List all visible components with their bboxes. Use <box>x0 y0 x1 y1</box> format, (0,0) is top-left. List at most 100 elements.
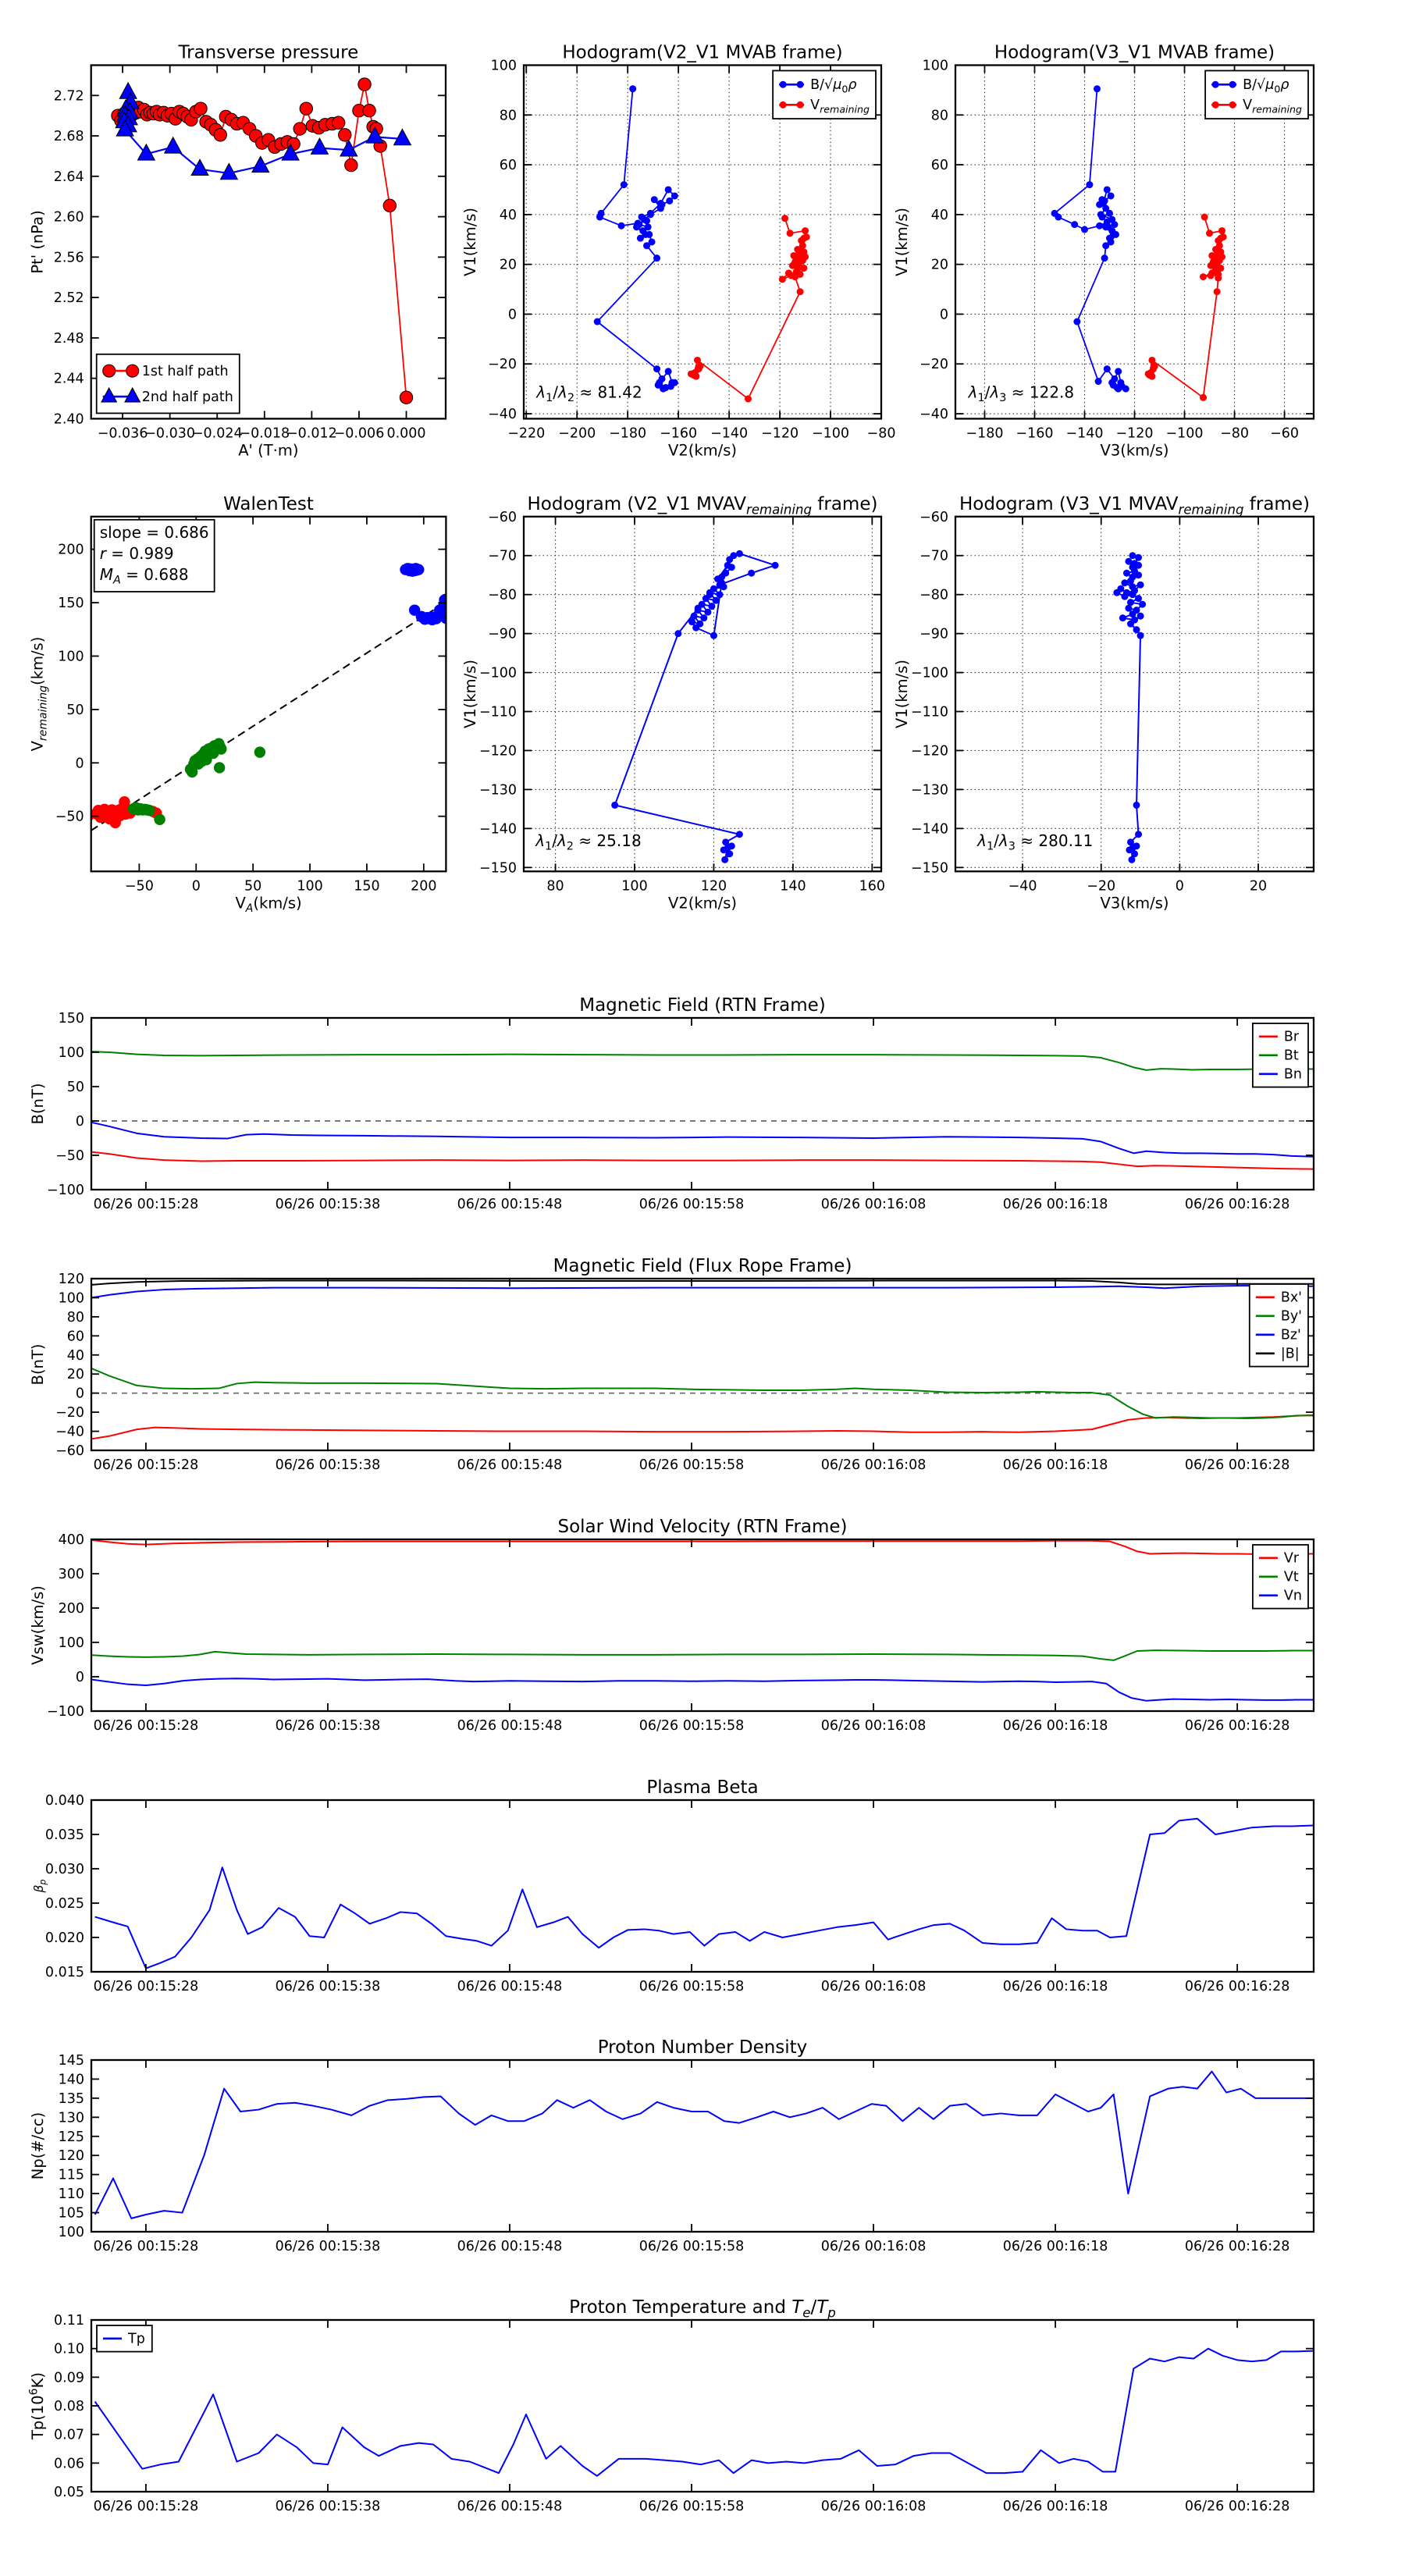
y-tick-label: −150 <box>479 860 517 876</box>
x-tick-label: 06/26 00:16:18 <box>1003 2499 1108 2514</box>
x-tick-label: 100 <box>297 878 322 894</box>
series-v-path <box>1113 552 1147 863</box>
y-axis-label: Pt' (nPa) <box>29 210 47 273</box>
axes-frame <box>90 64 447 420</box>
chart-title: Proton Temperature and Te/Tp <box>569 2297 836 2321</box>
x-tick-label: 06/26 00:15:48 <box>457 2499 563 2514</box>
y-tick-label: −20 <box>919 357 948 372</box>
x-tick-label: 100 <box>621 878 647 894</box>
series-bn <box>91 1121 1314 1158</box>
y-tick-label: 60 <box>931 158 948 173</box>
x-tick-label: 06/26 00:15:58 <box>639 1979 745 1994</box>
y-tick-label: 100 <box>59 1290 84 1306</box>
x-tick-label: −180 <box>609 425 646 441</box>
x-tick-label: 06/26 00:15:28 <box>94 1457 199 1473</box>
x-tick-label: 06/26 00:16:18 <box>1003 2239 1108 2254</box>
x-tick-label: 20 <box>1250 878 1267 894</box>
series-beta-p <box>94 1817 1314 1969</box>
y-tick-label: 100 <box>491 59 517 74</box>
annotation-text: λ1/λ3 ≈ 280.11 <box>976 831 1093 853</box>
x-tick-label: 06/26 00:15:48 <box>457 1457 563 1473</box>
x-tick-label: −50 <box>125 878 154 894</box>
axis-ticks <box>91 65 446 420</box>
y-tick-label: −80 <box>488 588 517 603</box>
y-tick-label: 0.10 <box>54 2342 84 2357</box>
series-v-remaining <box>687 215 810 403</box>
grid-lines <box>955 516 1314 872</box>
series-bz- <box>91 1285 1314 1299</box>
chart-transverse-pressure: −0.036−0.030−0.024−0.018−0.012−0.006 0.00… <box>29 43 447 459</box>
axis-ticks <box>524 64 882 419</box>
chart-solar-wind-velocity: 06/26 00:15:28 06/26 00:15:38 06/26 00:15:… <box>29 1517 1315 1734</box>
y-axis-label: B(nT) <box>29 1344 47 1386</box>
legend-label: Vt <box>1284 1570 1299 1585</box>
legend-label: Bt <box>1284 1048 1299 1064</box>
x-tick-label: 06/26 00:16:08 <box>821 1979 927 1994</box>
y-axis-label: Tp(106K) <box>28 2372 47 2440</box>
y-tick-label: 300 <box>59 1567 84 1582</box>
y-tick-label: 150 <box>58 596 84 611</box>
x-tick-label: −60 <box>1270 425 1299 441</box>
y-axis-label: V1(km/s) <box>461 208 479 276</box>
x-tick-label: −140 <box>710 425 748 441</box>
legend-label: Vn <box>1284 1589 1302 1604</box>
svg-text:MA = 0.688: MA = 0.688 <box>100 565 189 587</box>
x-tick-label: 06/26 00:15:38 <box>276 2499 381 2514</box>
legend-label: 1st half path <box>142 364 229 379</box>
y-tick-label: 100 <box>59 2225 84 2240</box>
y-axis-label: Vremaining(km/s) <box>29 637 50 752</box>
y-axis-label: V1(km/s) <box>461 660 479 728</box>
y-tick-label: −50 <box>55 1148 84 1164</box>
chart-title: Magnetic Field (RTN Frame) <box>579 995 826 1016</box>
chart-hodogram-v3v1-mvav: λ1/λ3 ≈ 280.11 −40 −20 0 20 −150 −140 −130 −120 −… <box>893 494 1315 912</box>
y-tick-label: 2.44 <box>54 372 84 387</box>
legend-entry: Vn <box>1258 1589 1302 1604</box>
legend: B/√μ0ρ Vremaining <box>772 69 877 120</box>
x-tick-label: 06/26 00:15:48 <box>457 1718 563 1734</box>
x-axis-label: V2(km/s) <box>668 894 737 912</box>
chart-title: Hodogram (V3_V1 MVAVremaining frame) <box>959 494 1310 518</box>
x-tick-label: 06/26 00:16:18 <box>1003 1457 1108 1473</box>
legend-entry: Bz' <box>1255 1328 1301 1343</box>
grid-lines <box>524 65 881 419</box>
svg-text:slope = 0.686: slope = 0.686 <box>100 523 209 542</box>
chart-title: Hodogram (V2_V1 MVAVremaining frame) <box>528 494 878 518</box>
x-tick-label: 06/26 00:15:58 <box>639 2499 745 2514</box>
series-np <box>94 2070 1314 2219</box>
y-tick-label: −90 <box>488 627 517 642</box>
x-tick-label: 06/26 00:16:28 <box>1185 1197 1290 1212</box>
x-tick-label: −0.018 <box>239 425 290 441</box>
x-axis-label: VA(km/s) <box>235 894 301 915</box>
axes-frame <box>522 515 883 873</box>
chart-title: WalenTest <box>223 494 314 514</box>
axis-ticks <box>91 2059 1314 2233</box>
x-tick-label: 06/26 00:16:28 <box>1185 1718 1290 1734</box>
y-tick-label: −130 <box>479 782 517 798</box>
y-tick-label: 0.11 <box>54 2313 84 2329</box>
svg-text:r = 0.989: r = 0.989 <box>100 544 174 563</box>
x-tick-label: 06/26 00:16:08 <box>821 2239 927 2254</box>
legend-label: Bn <box>1284 1067 1302 1083</box>
y-tick-label: −60 <box>488 510 517 525</box>
legend-entry: By' <box>1255 1309 1302 1325</box>
x-tick-label: 160 <box>859 878 885 894</box>
y-tick-label: 0.020 <box>45 1930 84 1946</box>
axes-frame <box>90 2318 1315 2493</box>
chart-title: Hodogram(V3_V1 MVAB frame) <box>994 43 1275 63</box>
y-tick-label: −70 <box>488 549 517 564</box>
y-axis-label: βp <box>32 1880 48 1894</box>
annotation-text: λ1/λ2 ≈ 25.18 <box>535 831 641 853</box>
x-tick-label: 06/26 00:15:58 <box>639 1197 745 1212</box>
x-tick-label: 80 <box>546 878 564 894</box>
series-vr <box>91 1539 1314 1555</box>
y-tick-label: −70 <box>919 549 948 564</box>
y-tick-label: 0 <box>940 307 948 322</box>
x-tick-label: 06/26 00:16:08 <box>821 1197 927 1212</box>
x-tick-label: 06/26 00:16:18 <box>1003 1979 1108 1994</box>
y-tick-label: 50 <box>67 1080 84 1095</box>
legend: Bx' By' Bz' |B| <box>1248 1283 1309 1368</box>
y-tick-label: 0 <box>76 1670 84 1685</box>
legend: Vr Vt Vn <box>1252 1544 1309 1610</box>
y-tick-label: 40 <box>500 208 517 223</box>
chart-magnetic-field-rtn: 06/26 00:15:28 06/26 00:15:38 06/26 00:15:… <box>29 995 1315 1212</box>
